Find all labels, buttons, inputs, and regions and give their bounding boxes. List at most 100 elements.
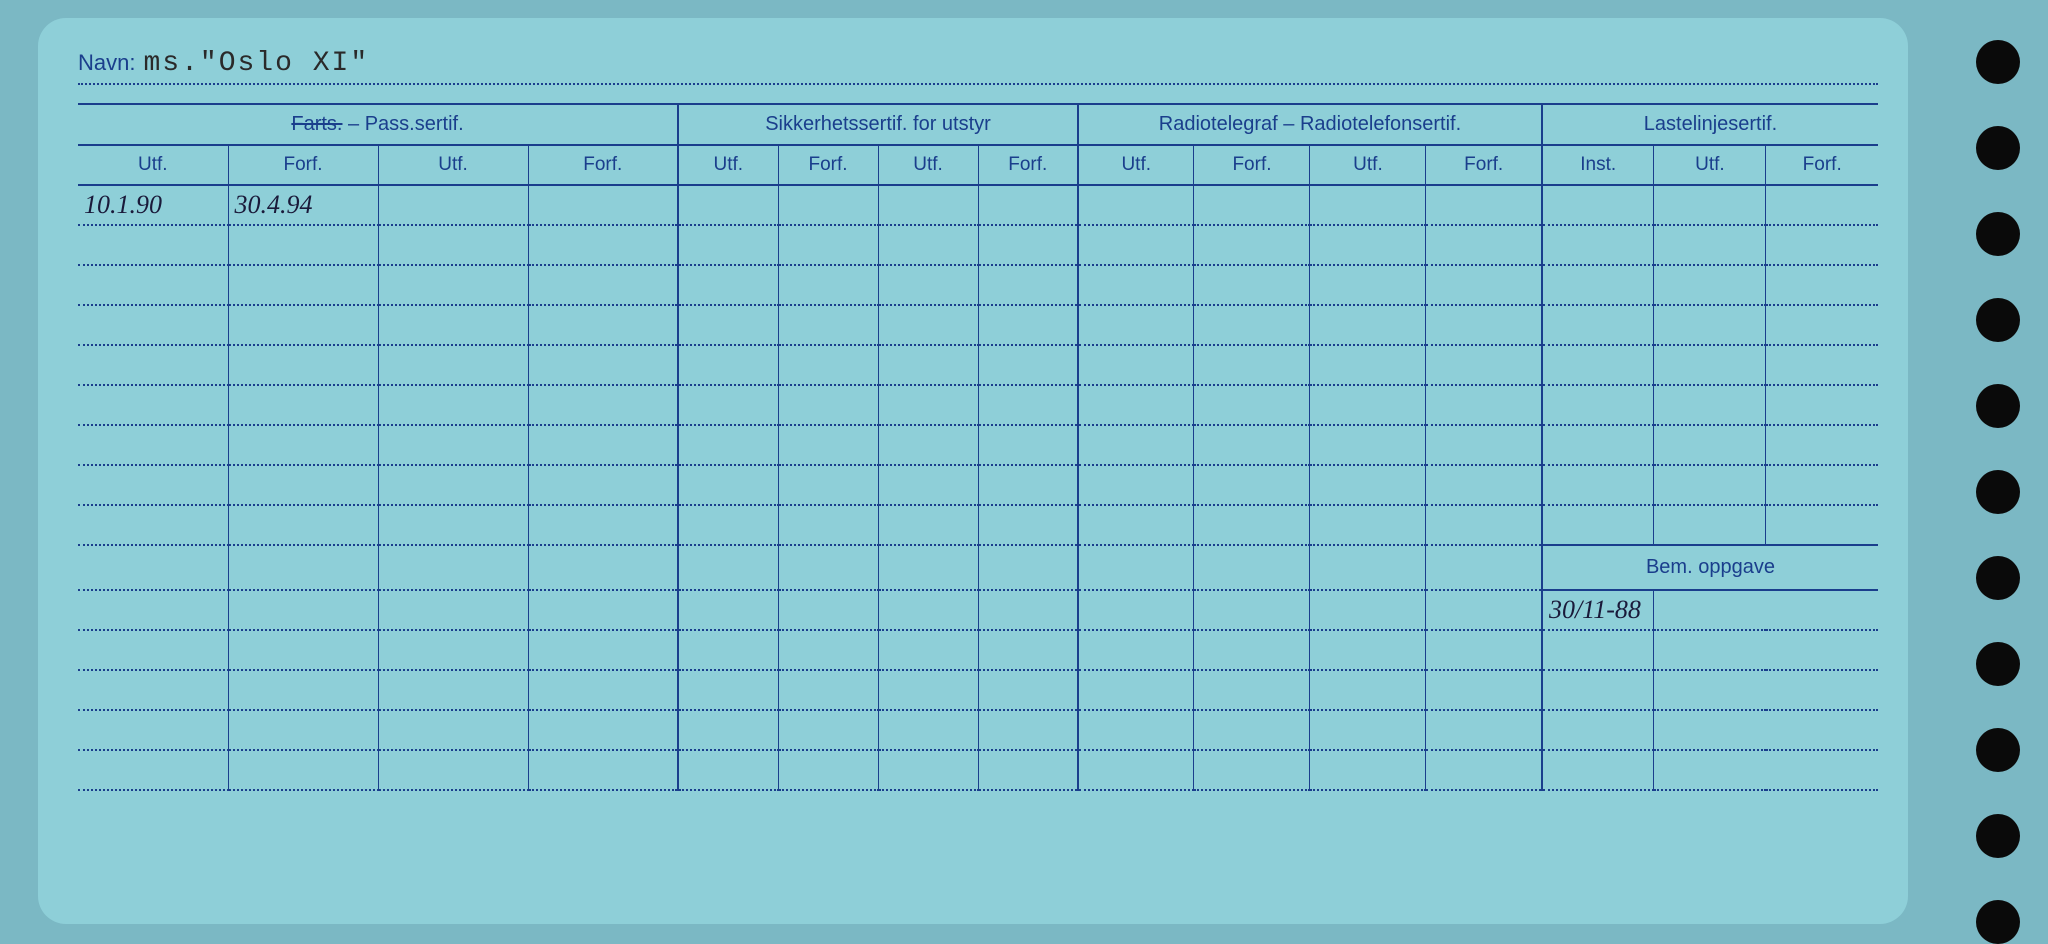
cell (1194, 545, 1310, 590)
cell (1654, 425, 1766, 465)
table-row (78, 710, 1878, 750)
cell (1426, 425, 1542, 465)
cell (228, 630, 378, 670)
cell (378, 225, 528, 265)
cell (678, 225, 778, 265)
cell (528, 345, 678, 385)
sub-header-row: Utf. Forf. Utf. Forf. Utf. Forf. Utf. Fo… (78, 145, 1878, 185)
cell (78, 385, 228, 425)
bem-cell: 30/11-88 (1542, 590, 1654, 630)
cell (1078, 465, 1194, 505)
cell (1310, 225, 1426, 265)
punch-hole (1976, 814, 2020, 858)
cell (1654, 305, 1766, 345)
cell (878, 225, 978, 265)
cell (228, 345, 378, 385)
cell (228, 305, 378, 345)
table-row (78, 345, 1878, 385)
cell (378, 385, 528, 425)
cell (1078, 710, 1194, 750)
bem-cell (1542, 750, 1654, 790)
bem-cell (1654, 630, 1878, 670)
cell (678, 305, 778, 345)
cell (1078, 265, 1194, 305)
cell (1426, 345, 1542, 385)
table-row (78, 750, 1878, 790)
cell (1542, 505, 1654, 545)
cell (1426, 385, 1542, 425)
cell (678, 505, 778, 545)
cell (528, 590, 678, 630)
cell (1194, 465, 1310, 505)
cell (78, 305, 228, 345)
cell (378, 425, 528, 465)
cell (1426, 545, 1542, 590)
table-row (78, 465, 1878, 505)
cell (778, 425, 878, 465)
cell (978, 305, 1078, 345)
cell (1426, 505, 1542, 545)
cell (1766, 465, 1878, 505)
cell (228, 385, 378, 425)
cell (1194, 265, 1310, 305)
cell (1078, 750, 1194, 790)
cell (1654, 385, 1766, 425)
cell (1310, 505, 1426, 545)
sub-utf: Utf. (1310, 145, 1426, 185)
cell (878, 710, 978, 750)
cell (1078, 385, 1194, 425)
cell (778, 710, 878, 750)
cell (678, 670, 778, 710)
cell (378, 265, 528, 305)
cell (378, 505, 528, 545)
sub-inst: Inst. (1542, 145, 1654, 185)
cell (678, 750, 778, 790)
cell (878, 305, 978, 345)
cell (1310, 750, 1426, 790)
cell (1194, 385, 1310, 425)
sub-forf: Forf. (978, 145, 1078, 185)
cell (878, 265, 978, 305)
cell (978, 670, 1078, 710)
cell (528, 710, 678, 750)
table-row (78, 630, 1878, 670)
cell (1078, 630, 1194, 670)
sub-forf: Forf. (1766, 145, 1878, 185)
cell (678, 425, 778, 465)
cell (78, 505, 228, 545)
cell (1654, 265, 1766, 305)
cell (1542, 345, 1654, 385)
cell (228, 225, 378, 265)
cell (778, 265, 878, 305)
cell (978, 345, 1078, 385)
cell (228, 545, 378, 590)
cell (978, 630, 1078, 670)
cell (878, 670, 978, 710)
cell (678, 590, 778, 630)
cell (228, 750, 378, 790)
cell (878, 590, 978, 630)
cell (1542, 425, 1654, 465)
table-row (78, 225, 1878, 265)
punch-hole (1976, 298, 2020, 342)
bem-oppgave-header: Bem. oppgave (1542, 545, 1878, 590)
cell (528, 425, 678, 465)
cell (978, 505, 1078, 545)
cell (878, 545, 978, 590)
cell (678, 710, 778, 750)
cell (978, 225, 1078, 265)
group-sikker: Sikkerhetssertif. for utstyr (678, 104, 1078, 145)
cell (1310, 305, 1426, 345)
cell (1078, 590, 1194, 630)
cell (778, 505, 878, 545)
cell (378, 630, 528, 670)
cell (528, 670, 678, 710)
cell (678, 345, 778, 385)
cell (1310, 385, 1426, 425)
cell (878, 630, 978, 670)
cell (778, 545, 878, 590)
cell (78, 425, 228, 465)
cell (528, 505, 678, 545)
cell (528, 630, 678, 670)
cell (78, 710, 228, 750)
